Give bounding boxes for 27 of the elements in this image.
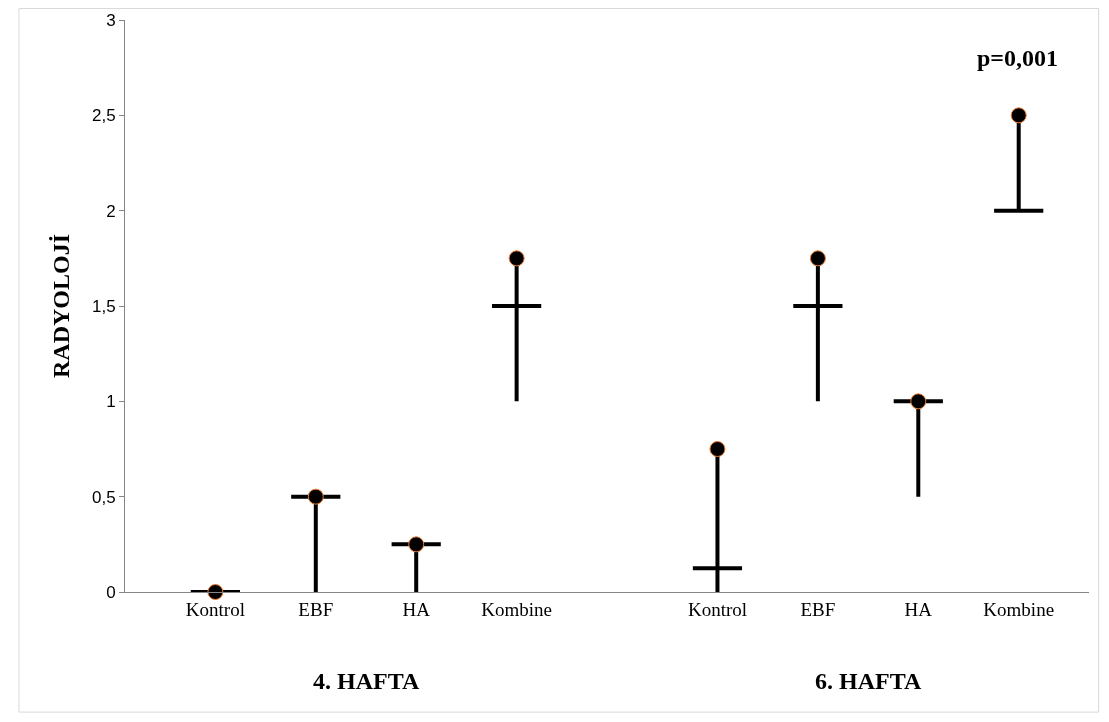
x-tick-label: Kontrol xyxy=(185,598,245,620)
x-tick-label: EBF xyxy=(800,598,836,620)
y-tick-label: 2 xyxy=(106,201,116,221)
point xyxy=(809,250,826,267)
y-tick-label: 2,5 xyxy=(91,106,116,126)
y-tick-label: 1 xyxy=(106,392,116,412)
y-axis-title: RADYOLOJİ xyxy=(48,233,75,379)
text: 4. HAFTA xyxy=(313,668,420,694)
point xyxy=(1010,107,1027,124)
x-tick-label: HA xyxy=(904,598,933,620)
x-tick-label: Kombine xyxy=(983,598,1055,620)
x-tick-label: Kombine xyxy=(481,598,552,620)
point xyxy=(709,441,726,457)
y-tick-label: 1,5 xyxy=(91,296,116,316)
y-tick-label: 0,5 xyxy=(91,487,116,507)
y-tick-label: 0 xyxy=(106,582,116,602)
point xyxy=(207,584,224,600)
point xyxy=(508,250,525,267)
y-tick-label: 3 xyxy=(106,10,116,30)
point xyxy=(307,488,324,505)
x-tick-label: EBF xyxy=(298,598,334,620)
point xyxy=(910,393,927,410)
x-tick-label: HA xyxy=(402,598,431,620)
text: 6. HAFTA xyxy=(815,668,922,694)
x-tick-label: Kontrol xyxy=(687,598,748,620)
point xyxy=(408,536,425,553)
annotation: p=0,001 xyxy=(977,45,1059,71)
